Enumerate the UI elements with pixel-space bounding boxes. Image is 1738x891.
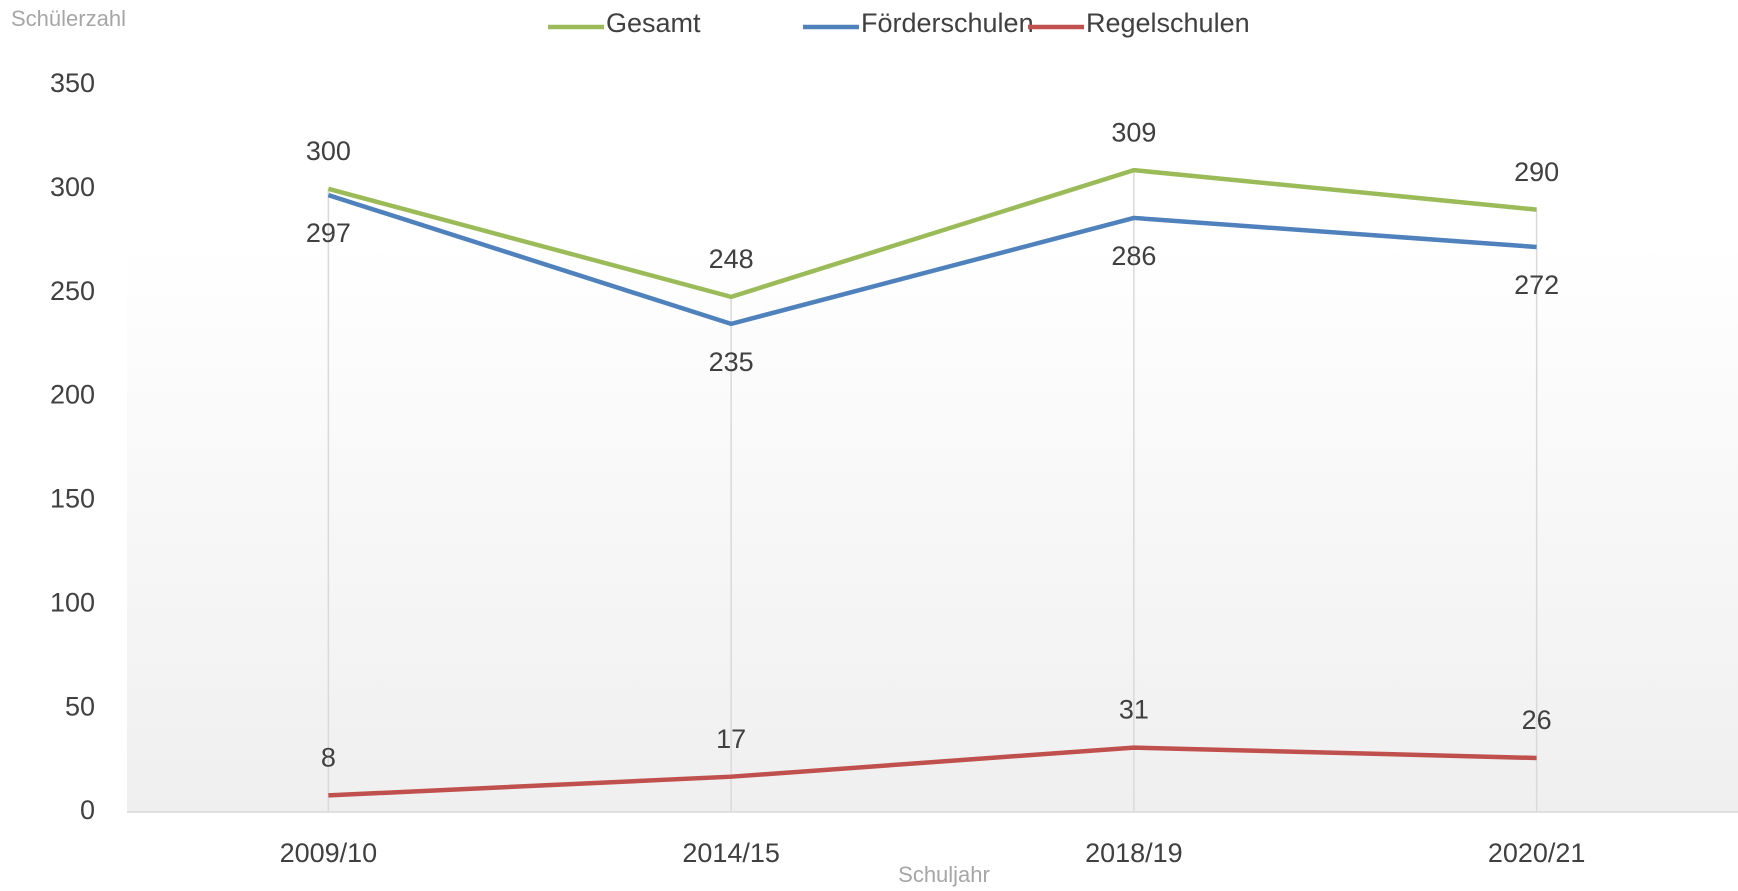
y-tick-label: 200 [50, 380, 95, 410]
y-tick-label: 50 [65, 691, 95, 721]
x-tick-label: 2020/21 [1488, 838, 1586, 868]
series-line [327, 192, 1537, 327]
data-label: 17 [716, 724, 746, 754]
y-tick-label: 250 [50, 276, 95, 306]
y-tick-label: 350 [50, 68, 95, 98]
series-line [328, 745, 1537, 798]
x-tick-label: 2018/19 [1085, 838, 1183, 868]
legend-label: Regelschulen [1086, 8, 1250, 38]
data-label: 297 [306, 218, 351, 248]
x-tick-label: 2009/10 [280, 838, 378, 868]
plot-background [127, 240, 1738, 812]
legend-label: Gesamt [606, 8, 701, 38]
x-axis-label: Schuljahr [898, 862, 990, 887]
data-label: 309 [1111, 117, 1156, 147]
y-axis-label: Schülerzahl [11, 6, 126, 31]
data-label: 272 [1514, 270, 1559, 300]
data-label: 8 [321, 743, 336, 773]
y-tick-label: 300 [50, 172, 95, 202]
data-label: 300 [306, 136, 351, 166]
legend-label: Förderschulen [861, 8, 1034, 38]
data-label: 235 [709, 347, 754, 377]
data-label: 31 [1119, 695, 1149, 725]
y-tick-label: 150 [50, 484, 95, 514]
series-line [327, 167, 1537, 300]
y-tick-label: 100 [50, 587, 95, 617]
data-label: 286 [1111, 241, 1156, 271]
data-label: 248 [709, 244, 754, 274]
x-tick-label: 2014/15 [682, 838, 780, 868]
y-tick-label: 0 [80, 795, 95, 825]
data-label: 290 [1514, 157, 1559, 187]
data-label: 26 [1522, 705, 1552, 735]
